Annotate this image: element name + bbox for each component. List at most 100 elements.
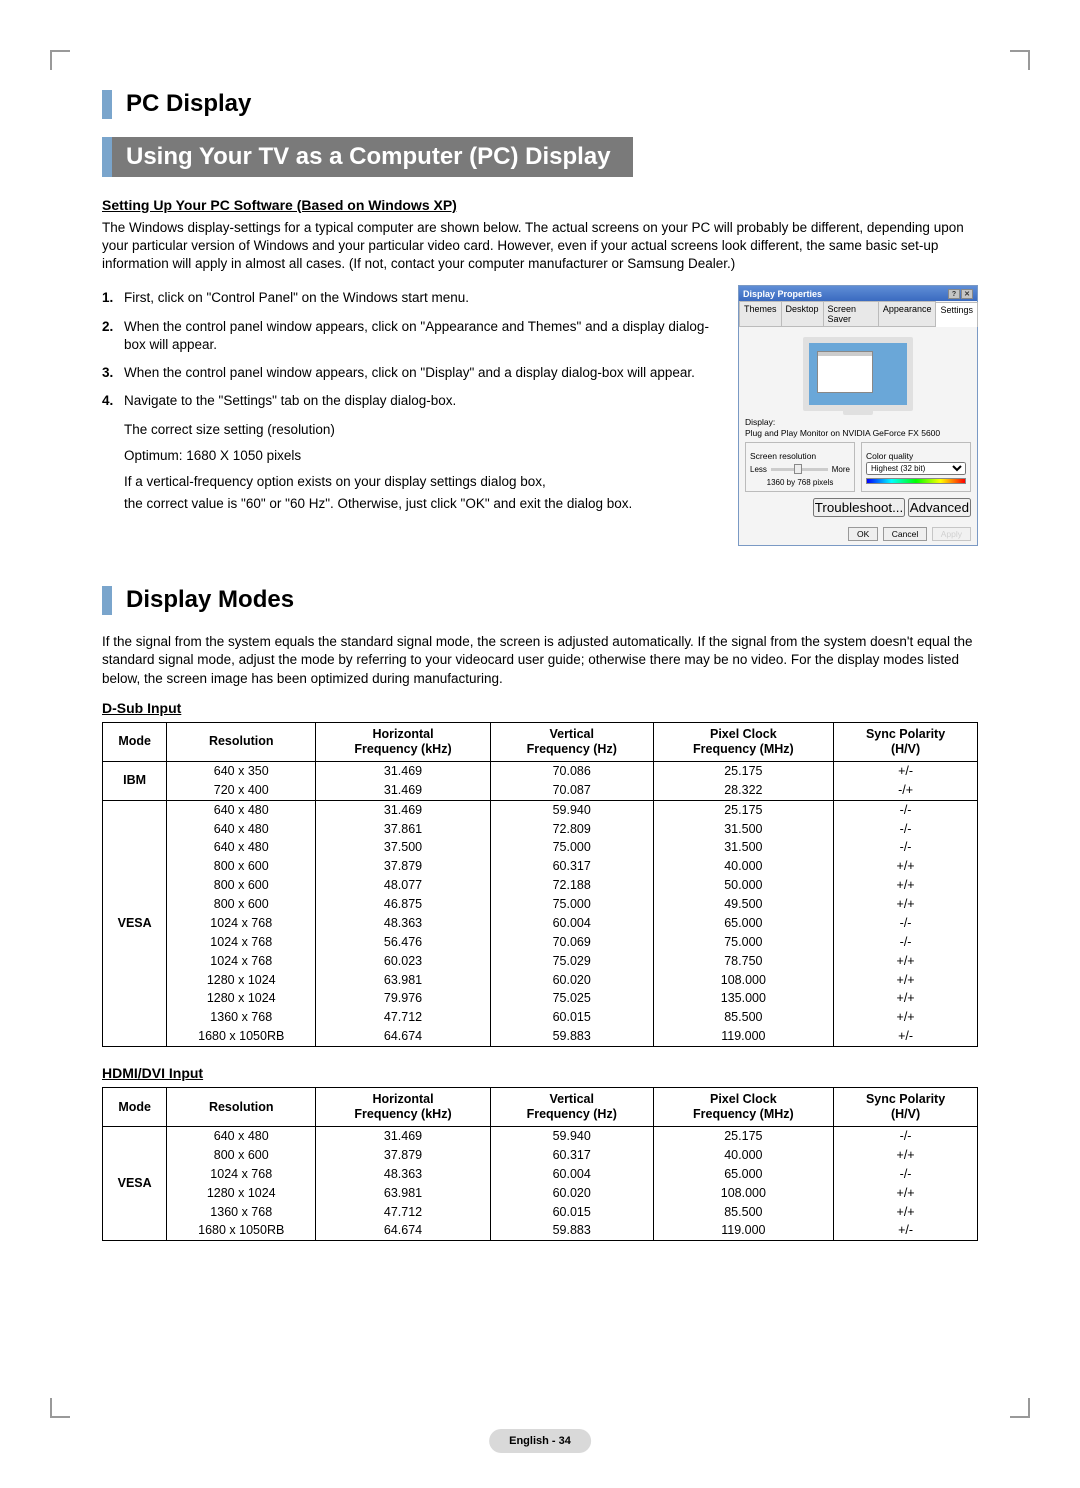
table-cell: 59.940: [490, 1127, 653, 1146]
table-cell: 75.025: [490, 989, 653, 1008]
table-cell: 79.976: [316, 989, 491, 1008]
table-header: Resolution: [167, 1088, 316, 1127]
table-cell: 60.023: [316, 952, 491, 971]
table-cell: 72.188: [490, 876, 653, 895]
table-cell: 37.861: [316, 820, 491, 839]
hdmi-heading: HDMI/DVI Input: [102, 1065, 978, 1081]
table-cell: 25.175: [653, 761, 834, 780]
color-quality-label: Color quality: [866, 451, 966, 461]
table-cell: 135.000: [653, 989, 834, 1008]
table-header: VerticalFrequency (Hz): [490, 1088, 653, 1127]
display-value: Plug and Play Monitor on NVIDIA GeForce …: [745, 428, 971, 438]
display-modes-title: Display Modes: [102, 586, 978, 615]
table-header: Resolution: [167, 722, 316, 761]
dialog-tab-themes[interactable]: Themes: [739, 301, 782, 326]
advanced-button[interactable]: Advanced: [908, 498, 971, 517]
display-modes-intro: If the signal from the system equals the…: [102, 633, 978, 688]
table-cell: -/-: [834, 800, 978, 819]
table-cell: +/+: [834, 1146, 978, 1165]
table-cell: +/+: [834, 857, 978, 876]
table-cell: 119.000: [653, 1027, 834, 1046]
table-cell: -/-: [834, 820, 978, 839]
table-cell: 60.317: [490, 857, 653, 876]
table-cell: -/-: [834, 933, 978, 952]
table-cell: 25.175: [653, 800, 834, 819]
dsub-heading: D-Sub Input: [102, 700, 978, 716]
table-cell: 56.476: [316, 933, 491, 952]
table-cell: 31.500: [653, 838, 834, 857]
table-cell: 60.004: [490, 1165, 653, 1184]
display-properties-dialog: Display Properties ?✕ ThemesDesktopScree…: [738, 285, 978, 546]
table-cell: 59.940: [490, 800, 653, 819]
table-cell: 119.000: [653, 1221, 834, 1240]
table-cell: 60.317: [490, 1146, 653, 1165]
hdmi-table: ModeResolutionHorizontalFrequency (kHz)V…: [102, 1087, 978, 1241]
table-cell: 85.500: [653, 1203, 834, 1222]
table-cell: 60.004: [490, 914, 653, 933]
table-cell: -/+: [834, 781, 978, 800]
table-cell: 48.363: [316, 914, 491, 933]
table-cell: +/-: [834, 1221, 978, 1240]
dialog-tab-desktop[interactable]: Desktop: [781, 301, 824, 326]
table-cell: 800 x 600: [167, 876, 316, 895]
table-cell: 59.883: [490, 1027, 653, 1046]
table-cell: 31.469: [316, 781, 491, 800]
table-cell: 31.469: [316, 800, 491, 819]
table-cell: 31.469: [316, 1127, 491, 1146]
table-cell: 40.000: [653, 1146, 834, 1165]
table-cell: -/-: [834, 1127, 978, 1146]
using-heading: Using Your TV as a Computer (PC) Display: [102, 137, 633, 177]
table-cell: 40.000: [653, 857, 834, 876]
table-cell: 60.015: [490, 1008, 653, 1027]
table-cell: 70.069: [490, 933, 653, 952]
table-cell: 46.875: [316, 895, 491, 914]
table-cell: 1024 x 768: [167, 933, 316, 952]
dialog-tab-settings[interactable]: Settings: [935, 302, 978, 327]
step-subline: the correct value is "60" or "60 Hz". Ot…: [124, 495, 728, 513]
table-cell: 640 x 480: [167, 838, 316, 857]
table-cell: 1360 x 768: [167, 1008, 316, 1027]
table-header: VerticalFrequency (Hz): [490, 722, 653, 761]
step-item: 4.Navigate to the "Settings" tab on the …: [102, 392, 728, 410]
table-cell: 800 x 600: [167, 857, 316, 876]
table-header: Sync Polarity(H/V): [834, 1088, 978, 1127]
table-cell: 640 x 480: [167, 820, 316, 839]
table-cell: +/+: [834, 952, 978, 971]
color-quality-select[interactable]: Highest (32 bit): [866, 462, 966, 475]
section-title: PC Display: [102, 90, 978, 119]
dialog-title: Display Properties: [743, 289, 822, 299]
dialog-tabs: ThemesDesktopScreen SaverAppearanceSetti…: [739, 301, 977, 327]
table-cell: 48.077: [316, 876, 491, 895]
table-cell: 720 x 400: [167, 781, 316, 800]
table-cell: 78.750: [653, 952, 834, 971]
table-cell: 48.363: [316, 1165, 491, 1184]
table-cell: 75.000: [653, 933, 834, 952]
dialog-tab-screen-saver[interactable]: Screen Saver: [823, 301, 879, 326]
table-cell: 25.175: [653, 1127, 834, 1146]
table-header: Mode: [103, 722, 167, 761]
troubleshoot-button[interactable]: Troubleshoot...: [813, 498, 905, 517]
table-cell: 85.500: [653, 1008, 834, 1027]
table-cell: 49.500: [653, 895, 834, 914]
dialog-tab-appearance[interactable]: Appearance: [878, 301, 937, 326]
table-cell: 108.000: [653, 1184, 834, 1203]
resolution-value: 1360 by 768 pixels: [750, 478, 850, 487]
apply-button[interactable]: Apply: [932, 527, 971, 541]
table-cell: +/+: [834, 1008, 978, 1027]
table-cell: -/-: [834, 1165, 978, 1184]
cancel-button[interactable]: Cancel: [883, 527, 927, 541]
table-header: Mode: [103, 1088, 167, 1127]
table-cell: +/+: [834, 895, 978, 914]
dsub-table: ModeResolutionHorizontalFrequency (kHz)V…: [102, 722, 978, 1047]
resolution-slider[interactable]: [771, 468, 828, 471]
table-cell: 1024 x 768: [167, 1165, 316, 1184]
table-cell: 1680 x 1050RB: [167, 1027, 316, 1046]
table-cell: 800 x 600: [167, 1146, 316, 1165]
table-cell: 75.029: [490, 952, 653, 971]
table-cell: 65.000: [653, 914, 834, 933]
ok-button[interactable]: OK: [848, 527, 878, 541]
table-cell: 75.000: [490, 838, 653, 857]
table-cell: 60.020: [490, 1184, 653, 1203]
table-cell: 31.469: [316, 761, 491, 780]
step-item: 1.First, click on "Control Panel" on the…: [102, 289, 728, 307]
